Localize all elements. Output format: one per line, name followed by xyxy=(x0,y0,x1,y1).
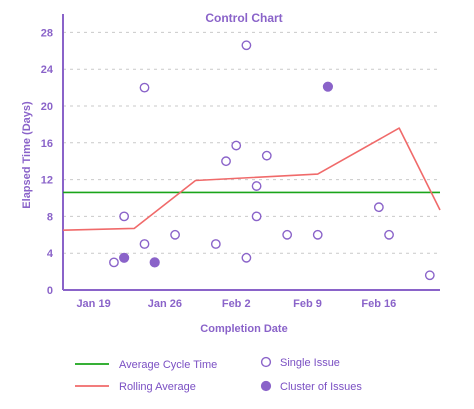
legend-label: Cluster of Issues xyxy=(280,381,362,393)
single-issue-point xyxy=(119,211,130,222)
axes: 0 4 8 12 16 20 24 28 Jan 19 Jan 26 Feb 2 Feb 9 Feb 1… xyxy=(41,14,440,310)
single-issue-point xyxy=(210,239,221,249)
single-issue-point xyxy=(241,40,252,51)
data-points xyxy=(109,40,435,281)
x-tick-label: Jan 26 xyxy=(148,298,182,310)
x-tick-label: Feb 16 xyxy=(361,298,396,310)
x-tick-label: Jan 19 xyxy=(76,298,110,310)
gridlines xyxy=(63,31,440,254)
y-tick-label: 12 xyxy=(41,175,53,187)
chart-title: Control Chart xyxy=(205,11,282,25)
legend-label: Average Cycle Time xyxy=(119,359,217,371)
single-issue-point xyxy=(384,229,394,240)
series-lines xyxy=(62,127,441,231)
legend-entry: Average Cycle Time xyxy=(75,359,217,371)
y-tick-label: 20 xyxy=(41,101,53,113)
cluster-point xyxy=(149,257,160,268)
legend-filled-circle-icon xyxy=(260,380,272,392)
single-issue-point xyxy=(261,150,272,161)
single-issue-point xyxy=(139,239,150,249)
single-issue-point xyxy=(282,229,293,240)
single-issue-point xyxy=(139,82,150,93)
single-issue-point xyxy=(170,229,180,240)
y-tick-label: 4 xyxy=(47,248,54,260)
single-issue-point xyxy=(231,140,242,151)
y-axis-label: Elapsed Time (Days) xyxy=(21,101,33,209)
single-issue-point xyxy=(221,156,231,167)
x-axis-label: Completion Date xyxy=(200,323,287,335)
single-issue-point xyxy=(373,202,384,213)
y-tick-label: 28 xyxy=(41,27,53,39)
legend: Average Cycle Time Single Issue Rolling Av… xyxy=(75,356,362,393)
legend-label: Single Issue xyxy=(280,357,340,369)
cluster-point xyxy=(119,252,130,263)
y-tick-label: 0 xyxy=(47,285,53,297)
y-tick-label: 8 xyxy=(47,211,53,223)
legend-entry: Single Issue xyxy=(260,356,340,369)
single-issue-point xyxy=(424,270,435,281)
legend-hollow-circle-icon xyxy=(260,356,272,368)
single-issue-point xyxy=(251,181,262,191)
x-tick-label: Feb 2 xyxy=(222,298,251,310)
single-issue-point xyxy=(109,257,119,268)
x-tick-label: Feb 9 xyxy=(293,298,322,310)
single-issue-point xyxy=(251,211,262,222)
single-issue-point xyxy=(312,229,323,240)
y-tick-label: 24 xyxy=(41,64,54,76)
legend-entry: Cluster of Issues xyxy=(260,380,362,393)
legend-entry: Rolling Average xyxy=(75,381,196,393)
cluster-point xyxy=(322,81,334,92)
legend-label: Rolling Average xyxy=(119,381,196,393)
single-issue-point xyxy=(241,252,252,263)
rolling-average-line xyxy=(62,127,441,231)
y-tick-label: 16 xyxy=(41,138,53,150)
